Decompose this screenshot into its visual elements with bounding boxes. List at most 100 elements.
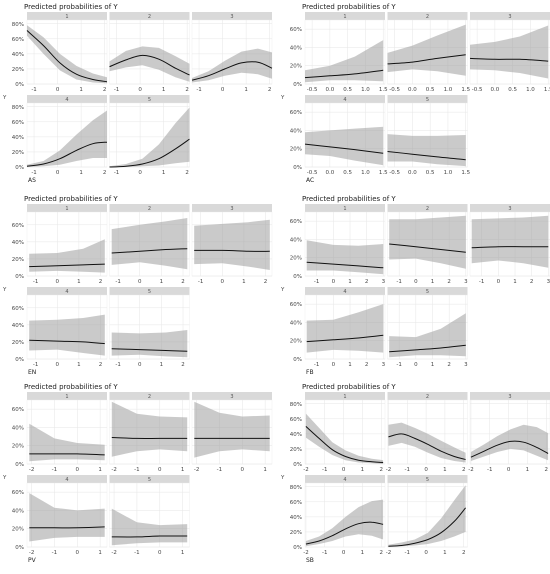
x-tick-label: 1 — [160, 279, 164, 285]
confidence-band — [387, 134, 466, 167]
facet-panel-2: 2 -2 -1 0 1 — [109, 392, 190, 473]
y-tick-label: 60% — [290, 110, 302, 116]
y-tick-label: 0% — [15, 545, 24, 551]
x-tick-label: 0.0 — [408, 87, 417, 93]
series-line — [389, 344, 466, 353]
x-tick-label: 1 — [443, 550, 447, 556]
x-tick-label: -1 — [134, 550, 139, 556]
confidence-band — [470, 424, 549, 461]
facet-panel-4: 40%20%40%60%80%-2 -1 0 1 2 — [290, 475, 386, 556]
x-tick-label: 1 — [348, 279, 352, 285]
x-tick-label: 0 — [138, 279, 142, 285]
y-tick-label: 60% — [290, 27, 302, 33]
x-tick-label: 0.0 — [491, 87, 500, 93]
facet-strip — [27, 95, 107, 103]
y-tick-label: 80% — [290, 402, 302, 408]
x-tick-label: -1 — [31, 170, 36, 176]
facet-strip-label: 5 — [426, 289, 429, 295]
series-line — [470, 440, 549, 458]
facet-panel-1: 1 0% 20% 40% 60% -1 0 1 2 3 — [290, 204, 386, 285]
x-tick-label: -1 — [33, 362, 38, 368]
facet-panel-4: 40%20%40%60%80%-1 0 1 2 — [12, 95, 108, 176]
x-tick-label: 0.5 — [426, 87, 435, 93]
confidence-band — [471, 215, 549, 268]
x-tick-label: 2 — [365, 362, 369, 368]
x-tick-label: -1 — [114, 87, 119, 93]
facet-strip — [109, 392, 190, 400]
y-tick-label: 60% — [12, 223, 24, 229]
series-line — [111, 437, 188, 439]
facet-panel-5: 5 -1 0 1 2 3 — [387, 287, 468, 368]
facet-strip-label: 3 — [508, 14, 511, 20]
y-tick-label: 0% — [293, 462, 302, 468]
x-tick-label: -1 — [52, 550, 57, 556]
y-tick-label: 20% — [290, 64, 302, 70]
series-line — [111, 348, 188, 352]
x-tick-label: -1 — [322, 467, 327, 473]
series-line — [471, 246, 549, 249]
x-tick-label: 0 — [138, 362, 142, 368]
x-tick-label: 0 — [424, 467, 428, 473]
facet-strip — [387, 95, 468, 103]
confidence-band — [29, 493, 105, 542]
x-tick-label: 0 — [158, 467, 162, 473]
chart-block-fb: Predicted probabilities of YY10%20%40%60… — [280, 195, 550, 376]
y-tick-label: 80% — [12, 105, 24, 111]
x-tick-label: 1 — [263, 467, 267, 473]
facet-strip — [109, 204, 190, 212]
x-tick-label: 1 — [431, 279, 435, 285]
x-tick-label: 0.5 — [508, 87, 517, 93]
x-tick-label: -1 — [114, 170, 119, 176]
series-line — [469, 57, 549, 62]
chart-title: Predicted probabilities of Y — [24, 3, 118, 11]
x-tick-label: 1 — [242, 279, 246, 285]
facet-panel-3: 3 -2 -1 0 1 — [191, 392, 273, 473]
series-line — [26, 30, 108, 83]
y-tick-label: 0% — [15, 462, 24, 468]
x-tick-label: 1 — [361, 550, 365, 556]
x-tick-label: 3 — [464, 362, 468, 368]
chart-title: Predicted probabilities of Y — [302, 3, 396, 11]
facet-panel-1: 1 0% 20% 40% 60% -1 0 1 2 — [12, 204, 108, 285]
x-tick-label: -2 — [111, 550, 116, 556]
x-tick-label: 2 — [447, 279, 451, 285]
series-line — [111, 248, 188, 254]
y-tick-label: 20% — [12, 150, 24, 156]
x-tick-label: 2 — [544, 467, 548, 473]
series-line — [387, 54, 466, 65]
x-tick-label: -2 — [468, 467, 473, 473]
confidence-band — [111, 218, 188, 270]
confidence-band — [27, 110, 107, 167]
series-line — [29, 339, 105, 345]
x-tick-label: 2 — [530, 279, 534, 285]
x-tick-label: -1 — [396, 279, 401, 285]
series-line — [304, 69, 384, 79]
y-tick-label: 40% — [12, 135, 24, 141]
y-tick-label: 0% — [15, 82, 24, 88]
facet-strip-label: 1 — [65, 14, 68, 20]
facet-strip-label: 4 — [65, 289, 68, 295]
x-tick-label: -1 — [33, 279, 38, 285]
x-tick-label: -1 — [198, 279, 203, 285]
x-tick-label: 0 — [76, 550, 80, 556]
y-tick-label: 40% — [12, 240, 24, 246]
y-tick-label: 60% — [290, 500, 302, 506]
confidence-band — [389, 215, 466, 269]
x-tick-label: 1.5 — [544, 87, 550, 93]
x-tick-label: 2 — [181, 362, 185, 368]
y-tick-label: 0% — [293, 274, 302, 280]
x-tick-label: 1 — [98, 467, 102, 473]
y-axis-label: Y — [2, 287, 7, 293]
facet-strip-label: 4 — [343, 97, 346, 103]
facet-strip-label: 4 — [65, 477, 68, 483]
y-tick-label: 60% — [12, 306, 24, 312]
facet-strip — [109, 12, 190, 20]
x-tick-label: -1 — [115, 279, 120, 285]
series-line — [305, 426, 384, 463]
facet-panel-5: 5 -2 -1 0 1 — [109, 475, 190, 556]
y-tick-label: 20% — [290, 447, 302, 453]
facet-strip-label: 4 — [65, 97, 68, 103]
y-axis-label: Y — [280, 287, 285, 293]
confidence-band — [388, 422, 466, 463]
facet-strip-label: 2 — [148, 206, 151, 212]
